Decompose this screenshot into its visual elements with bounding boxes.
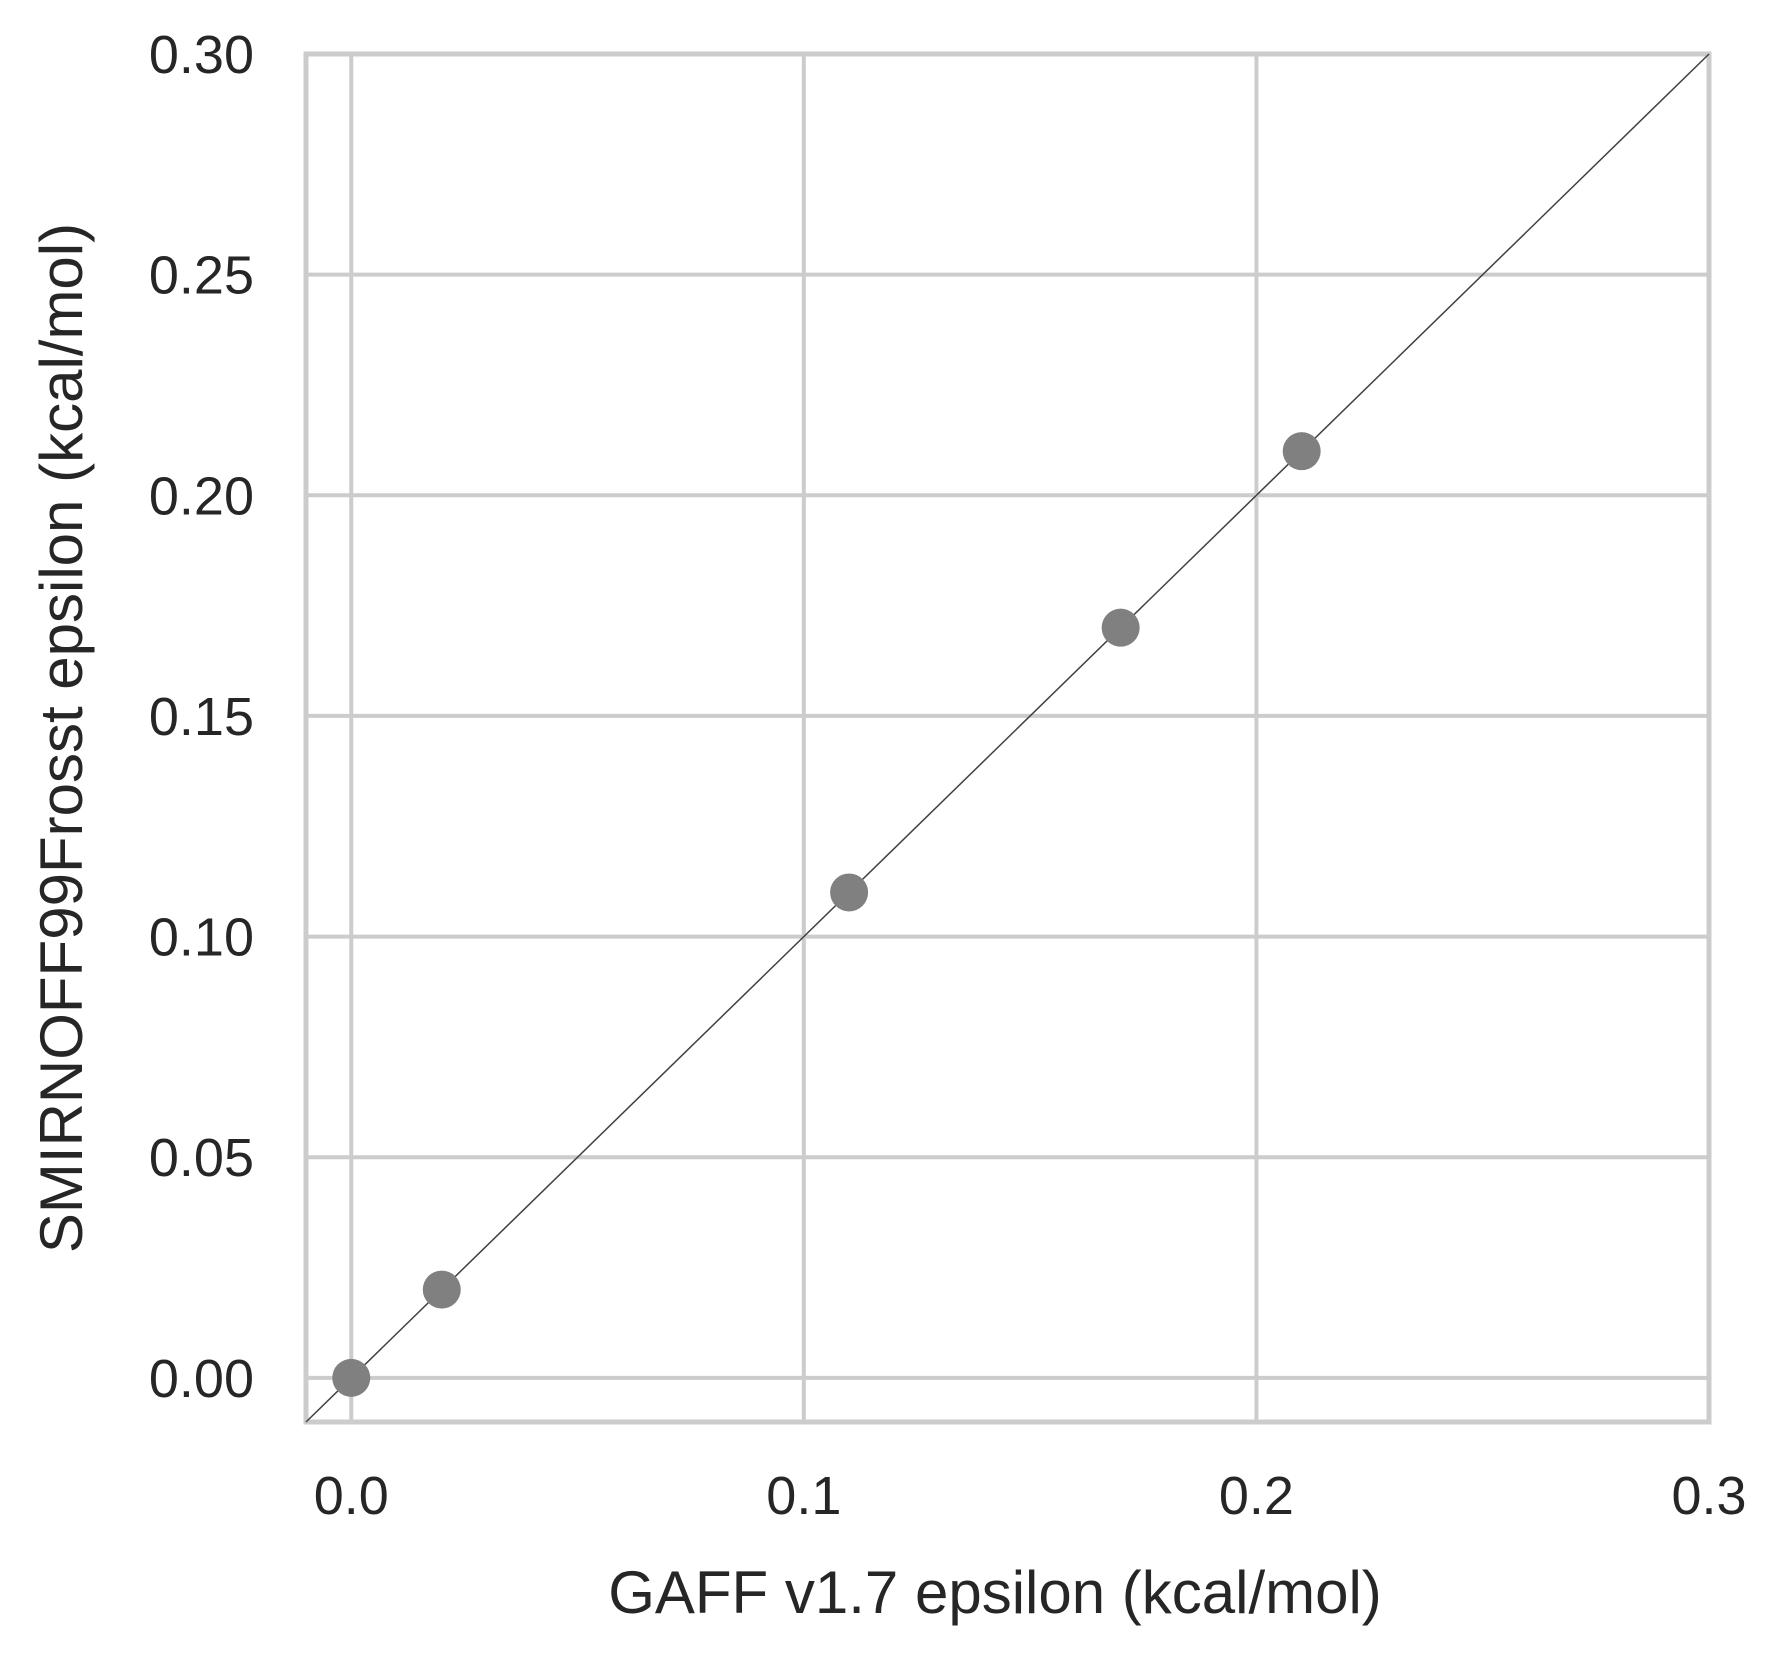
identity-line [305, 53, 1710, 1423]
data-point [332, 1358, 371, 1397]
x-tick-label: 0.0 [314, 1466, 389, 1526]
y-tick-labels: 0.00 0.05 0.10 0.15 0.20 0.25 0.30 [149, 25, 254, 1409]
data-points [332, 432, 1321, 1397]
y-tick-label: 0.20 [149, 466, 254, 526]
x-tick-label: 0.1 [766, 1466, 841, 1526]
y-tick-label: 0.05 [149, 1128, 254, 1188]
x-tick-label: 0.2 [1219, 1466, 1294, 1526]
x-tick-labels: 0.0 0.1 0.2 0.3 [314, 1466, 1747, 1526]
data-point [1282, 432, 1321, 471]
plot-border [303, 51, 1712, 1425]
x-tick-label: 0.3 [1671, 1466, 1746, 1526]
y-tick-label: 0.30 [149, 25, 254, 85]
x-axis-title: GAFF v1.7 epsilon (kcal/mol) [608, 1559, 1382, 1626]
y-tick-label: 0.10 [149, 908, 254, 968]
y-tick-label: 0.25 [149, 246, 254, 306]
y-tick-label: 0.15 [149, 687, 254, 747]
data-point [830, 873, 869, 912]
data-point [1101, 608, 1140, 647]
y-tick-label: 0.00 [149, 1349, 254, 1409]
plot-frame [303, 51, 1712, 1425]
y-axis-title: SMIRNOFF99Frosst epsilon (kcal/mol) [28, 223, 95, 1253]
identity-reference-line [305, 53, 1710, 1423]
data-point [422, 1270, 461, 1309]
